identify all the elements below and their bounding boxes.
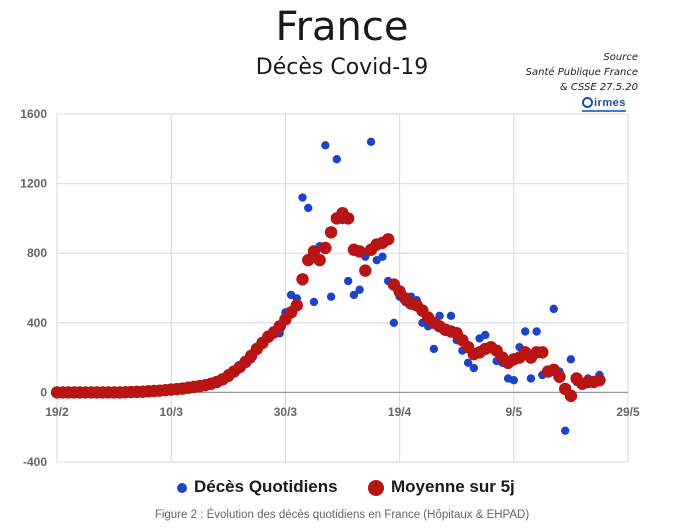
five-day-average-point bbox=[353, 245, 366, 258]
y-tick-label: 1600 bbox=[20, 107, 47, 121]
legend-label-average: Moyenne sur 5j bbox=[391, 477, 515, 496]
y-tick-label: 400 bbox=[27, 316, 47, 330]
daily-death-point bbox=[526, 374, 536, 383]
five-day-average-point bbox=[290, 299, 304, 312]
five-day-average-point bbox=[296, 273, 309, 286]
daily-death-point bbox=[344, 276, 353, 286]
chart-title: France bbox=[275, 4, 409, 50]
daily-death-point bbox=[326, 292, 336, 301]
grid-lines bbox=[56, 113, 629, 463]
daily-death-point bbox=[366, 137, 376, 147]
legend-label-daily: Décès Quotidiens bbox=[194, 477, 338, 496]
daily-death-point bbox=[549, 304, 558, 314]
five-day-average-point bbox=[342, 212, 355, 225]
five-day-average-point bbox=[564, 389, 578, 403]
daily-death-point bbox=[321, 141, 330, 150]
five-day-average-point bbox=[381, 233, 395, 246]
daily-death-point bbox=[566, 355, 576, 364]
daily-death-point bbox=[349, 290, 359, 300]
figure-caption: Figure 2 : Évolution des décès quotidien… bbox=[154, 509, 530, 521]
x-tick-label: 9/5 bbox=[505, 405, 522, 419]
x-tick-label: 29/5 bbox=[616, 405, 640, 419]
daily-death-point bbox=[532, 327, 541, 336]
five-day-average-point bbox=[319, 241, 332, 255]
x-tick-label: 19/4 bbox=[388, 405, 412, 419]
x-tick-label: 19/2 bbox=[45, 405, 69, 419]
daily-death-point bbox=[481, 330, 490, 340]
x-axis: 19/2 10/3 30/3 19/4 9/5 29/5 bbox=[45, 405, 640, 419]
five-day-average-point bbox=[359, 264, 372, 277]
five-day-average-point bbox=[324, 226, 338, 239]
y-tick-label: 1200 bbox=[20, 177, 47, 191]
five-day-average-point bbox=[593, 374, 606, 387]
x-tick-label: 10/3 bbox=[160, 405, 184, 419]
daily-death-point bbox=[389, 318, 399, 327]
daily-death-point bbox=[446, 311, 456, 321]
irmes-logo: irmes bbox=[582, 96, 626, 112]
chart-subtitle: Décès Covid-19 bbox=[255, 55, 429, 80]
legend-marker-average bbox=[368, 480, 384, 496]
daily-death-point bbox=[463, 358, 473, 368]
daily-death-point bbox=[304, 203, 313, 213]
y-tick-label: 0 bbox=[40, 385, 47, 399]
five-day-average-point bbox=[536, 346, 549, 359]
daily-death-point bbox=[332, 155, 341, 164]
y-tick-label: -400 bbox=[23, 455, 47, 469]
daily-death-point bbox=[298, 193, 307, 202]
daily-death-point bbox=[309, 297, 319, 307]
five-day-average-point bbox=[553, 370, 566, 383]
legend: Décès Quotidiens Moyenne sur 5j bbox=[0, 477, 684, 501]
y-axis: -400 0 400 800 1200 1600 bbox=[20, 107, 47, 469]
y-tick-label: 800 bbox=[27, 246, 47, 260]
logo-text: irmes bbox=[594, 97, 626, 109]
five-day-average-point bbox=[313, 253, 326, 267]
daily-death-point bbox=[521, 327, 530, 336]
logo-underline bbox=[582, 110, 626, 112]
source-note: Source Santé Publique France & CSSE 27.5… bbox=[526, 50, 638, 95]
daily-death-point bbox=[429, 344, 439, 354]
daily-death-point bbox=[378, 252, 387, 261]
source-line-2: Santé Publique France bbox=[525, 67, 638, 78]
legend-marker-daily bbox=[177, 483, 187, 493]
x-tick-label: 30/3 bbox=[274, 405, 298, 419]
logo-ring-icon bbox=[582, 96, 593, 108]
source-line-1: Source bbox=[603, 52, 638, 63]
source-line-3: & CSSE 27.5.20 bbox=[559, 82, 638, 93]
daily-death-point bbox=[469, 363, 479, 373]
daily-death-point bbox=[509, 376, 518, 385]
daily-death-point bbox=[355, 285, 364, 294]
plot-area bbox=[50, 137, 606, 435]
daily-death-point bbox=[560, 426, 570, 435]
